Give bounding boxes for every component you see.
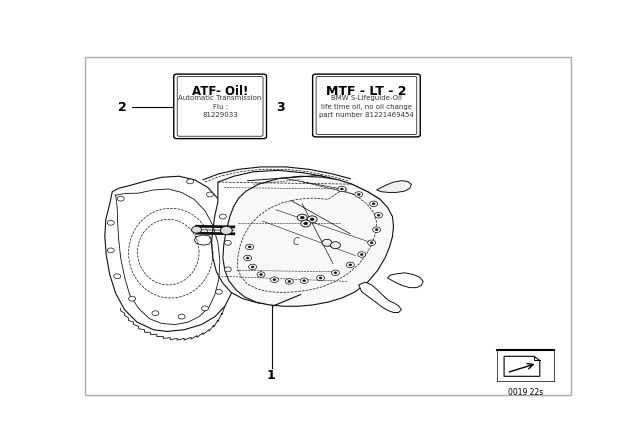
Circle shape (377, 214, 380, 216)
Circle shape (257, 272, 265, 277)
Circle shape (300, 278, 308, 284)
Circle shape (357, 194, 360, 195)
Text: life time oil, no oil change: life time oil, no oil change (321, 104, 412, 110)
Circle shape (310, 218, 314, 221)
Circle shape (332, 270, 339, 276)
Circle shape (191, 226, 202, 233)
Circle shape (330, 242, 340, 249)
Circle shape (246, 257, 249, 259)
Text: C: C (292, 237, 299, 247)
Circle shape (202, 306, 209, 311)
Circle shape (372, 227, 381, 233)
Circle shape (108, 248, 114, 253)
Circle shape (358, 252, 365, 257)
Polygon shape (504, 356, 540, 376)
Circle shape (334, 272, 337, 274)
Text: part number 81221469454: part number 81221469454 (319, 112, 414, 118)
Text: MTF - LT - 2: MTF - LT - 2 (326, 85, 406, 98)
Circle shape (304, 222, 308, 225)
Text: 81229033: 81229033 (202, 112, 238, 118)
Circle shape (307, 216, 317, 223)
Text: Automatic Transmission: Automatic Transmission (179, 95, 262, 101)
Circle shape (225, 267, 231, 272)
Polygon shape (105, 176, 236, 332)
Circle shape (216, 289, 222, 294)
Circle shape (322, 239, 332, 246)
Circle shape (297, 214, 307, 221)
Circle shape (372, 203, 375, 205)
FancyBboxPatch shape (177, 77, 263, 136)
Circle shape (355, 192, 363, 197)
Circle shape (273, 279, 276, 281)
Circle shape (288, 280, 291, 283)
Circle shape (178, 314, 185, 319)
Polygon shape (376, 181, 412, 193)
Circle shape (260, 273, 262, 276)
Circle shape (129, 296, 136, 301)
Circle shape (375, 228, 378, 231)
Circle shape (349, 264, 352, 266)
Circle shape (246, 244, 253, 250)
Circle shape (370, 242, 373, 244)
Circle shape (317, 275, 324, 281)
Circle shape (340, 188, 344, 190)
Circle shape (303, 280, 306, 282)
Circle shape (248, 246, 251, 248)
Circle shape (207, 192, 213, 197)
FancyBboxPatch shape (173, 74, 266, 138)
Circle shape (117, 196, 124, 201)
Circle shape (225, 241, 231, 245)
Text: BMW S-Lifeguide-Oil: BMW S-Lifeguide-Oil (331, 95, 402, 101)
Text: ATF- Oil!: ATF- Oil! (192, 85, 248, 98)
Circle shape (285, 279, 293, 284)
Circle shape (367, 240, 376, 246)
Circle shape (244, 255, 252, 261)
Text: 0019 22s: 0019 22s (508, 388, 543, 396)
Polygon shape (211, 170, 388, 306)
Text: Flu :: Flu : (212, 104, 228, 110)
Polygon shape (223, 176, 394, 306)
Circle shape (251, 266, 254, 268)
Circle shape (374, 212, 383, 218)
Circle shape (300, 216, 304, 219)
Polygon shape (359, 282, 401, 313)
FancyBboxPatch shape (312, 74, 420, 137)
Text: 3: 3 (276, 101, 285, 114)
Circle shape (338, 186, 346, 192)
Circle shape (152, 311, 159, 315)
Text: 2: 2 (118, 101, 127, 114)
Circle shape (248, 264, 257, 270)
Circle shape (187, 179, 193, 184)
Circle shape (271, 277, 278, 283)
FancyBboxPatch shape (316, 77, 417, 134)
Circle shape (114, 274, 121, 279)
Circle shape (319, 277, 322, 279)
Circle shape (301, 220, 310, 227)
Circle shape (220, 226, 232, 234)
Polygon shape (388, 273, 423, 288)
Circle shape (360, 254, 364, 255)
Circle shape (108, 220, 114, 225)
Circle shape (346, 262, 355, 267)
Circle shape (220, 214, 227, 219)
Text: 1: 1 (267, 369, 275, 382)
Circle shape (370, 201, 378, 207)
